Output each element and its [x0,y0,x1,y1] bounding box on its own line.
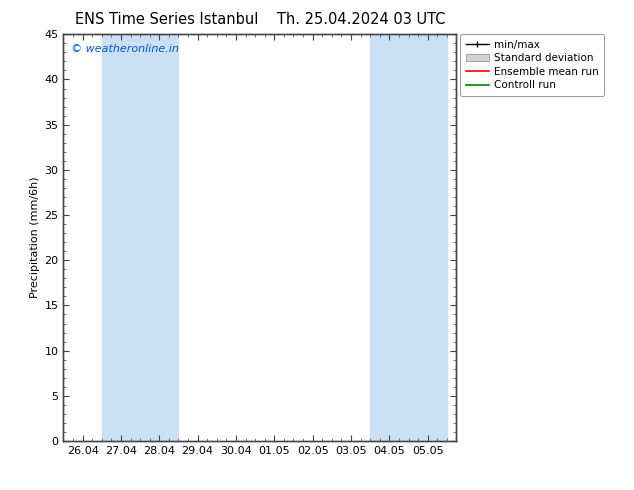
Text: ENS Time Series Istanbul    Th. 25.04.2024 03 UTC: ENS Time Series Istanbul Th. 25.04.2024 … [75,12,445,27]
Y-axis label: Precipitation (mm/6h): Precipitation (mm/6h) [30,177,40,298]
Bar [101,34,178,441]
Text: © weatheronline.in: © weatheronline.in [71,45,179,54]
Bar [370,34,447,441]
Legend: min/max, Standard deviation, Ensemble mean run, Controll run: min/max, Standard deviation, Ensemble me… [460,34,604,96]
